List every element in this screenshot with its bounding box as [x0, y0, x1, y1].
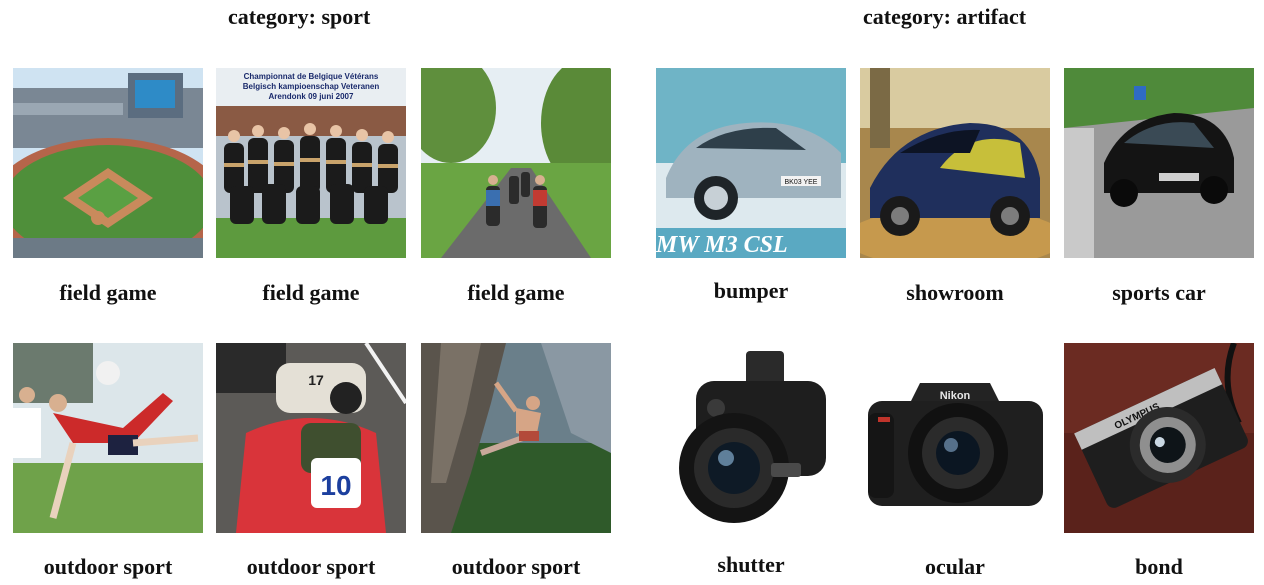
photo-showroom-car [860, 68, 1050, 258]
photo-soccer-team: Championnat de Belgique Vétérans Belgisc… [216, 68, 406, 258]
caption-artifact-3: sports car [1112, 280, 1206, 305]
photo-bmw-car: BK03 YEE MW M3 CSL [656, 68, 846, 258]
photo-nikon-camera: Nikon [860, 343, 1050, 533]
photo-soccer-kick [13, 343, 203, 533]
caption-sport-6: outdoor sport [451, 554, 581, 579]
photo-rock-climber [421, 343, 611, 533]
bmw-banner-text: MW M3 CSL [656, 232, 788, 258]
photo-go-kart-race: 17 10 [216, 343, 406, 533]
photo-olympus-camera: OLYMPUS [1064, 343, 1254, 533]
caption-artifact-6: bond [1135, 554, 1183, 579]
soccer-banner-line-1: Championnat de Belgique Vétérans [244, 72, 379, 81]
caption-artifact-5: ocular [925, 554, 985, 579]
nikon-brand-text: Nikon [940, 390, 971, 402]
photo-peugeot-on-road [1064, 68, 1254, 258]
photo-fuji-camera [656, 343, 846, 533]
sport-category-heading: category: sport [228, 4, 371, 29]
photo-hikers-on-path [421, 68, 611, 258]
soccer-banner-line-2: Belgisch kampioenschap Veteranen [243, 82, 380, 91]
caption-artifact-1: bumper [713, 278, 789, 303]
caption-sport-1: field game [59, 280, 157, 305]
caption-artifact-4: shutter [717, 552, 785, 577]
caption-sport-4: outdoor sport [43, 554, 173, 579]
soccer-banner-line-3: Arendonk 09 juni 2007 [269, 92, 354, 101]
license-plate-text: BK03 YEE [785, 179, 818, 186]
caption-artifact-2: showroom [906, 280, 1004, 305]
artifact-category-heading: category: artifact [863, 4, 1027, 29]
caption-sport-2: field game [262, 280, 360, 305]
kart-number-back: 17 [308, 372, 324, 388]
photo-baseball-stadium [13, 68, 203, 258]
caption-sport-3: field game [467, 280, 565, 305]
caption-sport-5: outdoor sport [246, 554, 376, 579]
kart-number-front: 10 [320, 470, 351, 501]
